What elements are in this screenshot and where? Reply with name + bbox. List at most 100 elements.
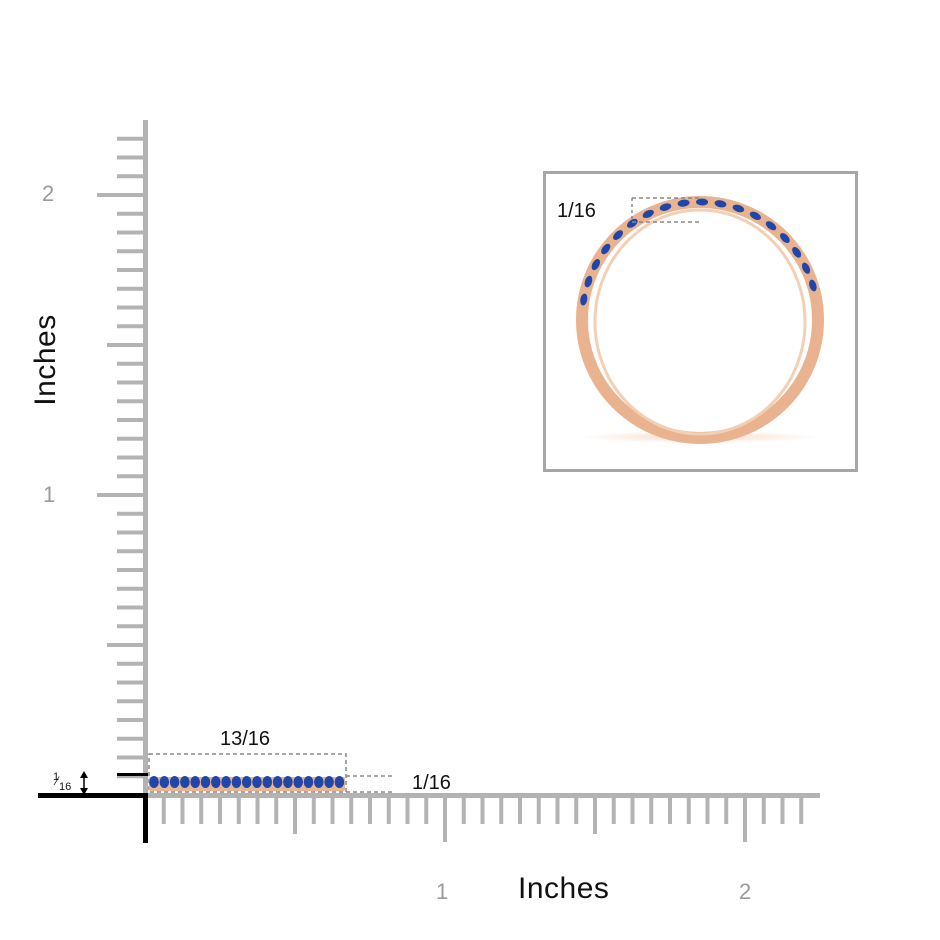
y-ruler-tick <box>97 493 145 497</box>
band-stones <box>149 776 345 788</box>
y-ruler-tick <box>117 399 145 404</box>
origin-vertical-line <box>143 793 148 843</box>
ring-stone <box>801 262 811 274</box>
side-marker-denominator: 16 <box>59 781 72 793</box>
band-stone <box>262 776 273 788</box>
y-ruler-tick <box>117 380 145 385</box>
y-ruler-tick <box>117 211 145 216</box>
ring-stone <box>765 221 777 231</box>
band-height-label: 1/16 <box>412 772 451 794</box>
band-stone <box>324 776 334 788</box>
ring-inner-edge <box>593 208 807 436</box>
x-ruler-tick <box>630 796 635 824</box>
y-ruler-tick <box>117 268 145 272</box>
band-length-label: 13/16 <box>220 728 271 750</box>
x-ruler-tick <box>668 796 672 824</box>
x-ruler-tick <box>555 796 560 824</box>
band-stone <box>272 776 283 788</box>
x-ruler-tick <box>611 796 616 824</box>
y-tick-label-2: 2 <box>42 181 55 206</box>
x-ruler-tick <box>743 796 747 842</box>
y-ruler-tick <box>117 305 145 310</box>
vertical-ruler-ticks <box>97 136 145 779</box>
x-ruler-tick <box>293 796 297 834</box>
y-ruler-tick <box>107 343 145 347</box>
ring-stone <box>696 198 709 206</box>
y-ruler-tick <box>117 549 145 554</box>
ring-stone <box>642 209 654 219</box>
x-ruler-tick <box>686 796 691 824</box>
y-ruler-tick <box>117 511 145 516</box>
x-ruler-tick <box>386 796 391 824</box>
x-ruler-tick <box>311 796 316 824</box>
band-stone <box>211 776 221 788</box>
band-stone <box>159 776 170 788</box>
inset-width-label: 1/16 <box>557 200 596 222</box>
y-ruler-tick <box>117 249 145 254</box>
band-stone <box>149 776 159 788</box>
x-ruler-tick <box>518 796 522 824</box>
band-stone <box>169 776 180 788</box>
x-ruler-tick <box>780 796 785 824</box>
band-stone <box>221 776 231 788</box>
y-ruler-tick <box>117 586 145 591</box>
x-ruler-tick <box>443 796 447 842</box>
x-ruler-tick <box>461 796 466 824</box>
y-ruler-tick <box>117 568 145 572</box>
y-ruler-tick <box>117 230 145 235</box>
band-length-dim-box <box>148 753 347 793</box>
ring-stone <box>580 293 588 306</box>
band-stone <box>303 776 314 788</box>
ring-stone <box>659 203 672 211</box>
ring-stone <box>792 247 802 258</box>
y-ruler-tick <box>117 474 145 479</box>
y-tick-label-1: 1 <box>43 482 56 507</box>
band-stone <box>334 776 345 788</box>
band-stone <box>241 776 252 788</box>
y-ruler-tick <box>117 418 145 422</box>
y-ruler-tick <box>117 624 145 629</box>
x-ruler-tick <box>218 796 222 824</box>
ring-stone <box>809 279 817 292</box>
x-ruler-tick <box>761 796 766 824</box>
x-ruler-tick <box>236 796 241 824</box>
y-ruler-tick <box>117 699 145 704</box>
y-ruler-tick <box>117 361 145 366</box>
x-ruler-tick <box>574 796 579 824</box>
x-ruler-tick <box>199 796 204 824</box>
band-stone <box>293 776 304 788</box>
x-ruler-tick <box>480 796 485 824</box>
y-ruler-tick <box>117 736 145 741</box>
x-ruler-tick <box>424 796 429 824</box>
x-ruler-tick <box>255 796 260 824</box>
ring-stones-row <box>580 198 817 306</box>
y-ruler-tick <box>117 436 145 441</box>
x-ruler-tick <box>161 796 166 824</box>
y-ruler-tick <box>117 455 145 460</box>
ring-stone <box>584 275 593 288</box>
y-ruler-tick <box>107 643 145 647</box>
x-ruler-tick <box>330 796 335 824</box>
y-ruler-tick <box>117 755 145 760</box>
horizontal-ruler-ticks <box>161 796 804 842</box>
y-ruler-tick <box>117 661 145 666</box>
y-ruler-tick <box>117 605 145 610</box>
horizontal-ruler-bar <box>148 793 820 798</box>
y-ruler-tick <box>117 774 145 779</box>
x-ruler-tick <box>705 796 710 824</box>
band-stone <box>231 776 242 788</box>
ring-stone <box>601 243 611 255</box>
ring-stone <box>749 211 761 220</box>
x-ruler-tick <box>349 796 354 824</box>
ring-stone <box>677 199 690 207</box>
ring-stone <box>627 218 638 228</box>
y-ruler-tick <box>117 286 145 291</box>
vertical-ruler-bar <box>143 120 148 795</box>
x-ruler-tick <box>180 796 185 824</box>
y-ruler-tick <box>97 193 145 197</box>
band-stone <box>200 776 211 788</box>
x-ruler-tick <box>368 796 372 824</box>
x-ruler-tick <box>724 796 729 824</box>
